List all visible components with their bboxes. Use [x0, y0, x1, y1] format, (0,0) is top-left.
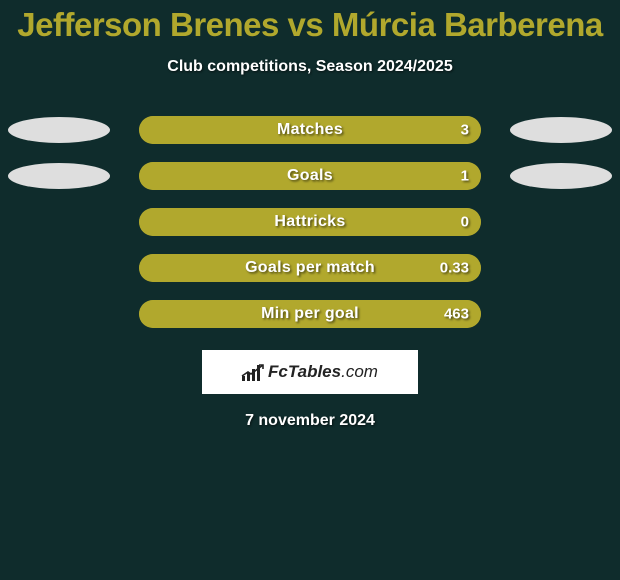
player-shape-left [8, 117, 110, 143]
stat-value: 3 [461, 122, 469, 139]
stat-value: 463 [444, 306, 469, 323]
stat-label: Matches [277, 121, 343, 139]
date-label: 7 november 2024 [0, 412, 620, 430]
stat-label: Hattricks [274, 213, 345, 231]
stat-row: Matches 3 [0, 116, 620, 144]
stat-bar: Goals per match 0.33 [139, 254, 481, 282]
page-title: Jefferson Brenes vs Múrcia Barberena [0, 6, 620, 44]
stat-value: 1 [461, 168, 469, 185]
stat-bar: Goals 1 [139, 162, 481, 190]
brand-logo: FcTables.com [202, 350, 418, 394]
stat-value: 0.33 [440, 260, 469, 277]
stat-bar: Matches 3 [139, 116, 481, 144]
player-shape-right [510, 163, 612, 189]
stat-label: Goals [287, 167, 333, 185]
stat-value: 0 [461, 214, 469, 231]
brand-text: FcTables.com [268, 362, 378, 382]
stat-row: Hattricks 0 [0, 208, 620, 236]
stat-bar: Min per goal 463 [139, 300, 481, 328]
bar-chart-icon [242, 363, 264, 381]
comparison-card: Jefferson Brenes vs Múrcia Barberena Clu… [0, 0, 620, 580]
stat-label: Min per goal [261, 305, 359, 323]
stat-bar: Hattricks 0 [139, 208, 481, 236]
player-shape-left [8, 163, 110, 189]
stat-row: Goals per match 0.33 [0, 254, 620, 282]
subtitle: Club competitions, Season 2024/2025 [0, 58, 620, 76]
stat-row: Min per goal 463 [0, 300, 620, 328]
player-shape-right [510, 117, 612, 143]
stat-label: Goals per match [245, 259, 375, 277]
stats-list: Matches 3 Goals 1 Hattricks 0 Goals per match 0… [0, 116, 620, 328]
stat-row: Goals 1 [0, 162, 620, 190]
